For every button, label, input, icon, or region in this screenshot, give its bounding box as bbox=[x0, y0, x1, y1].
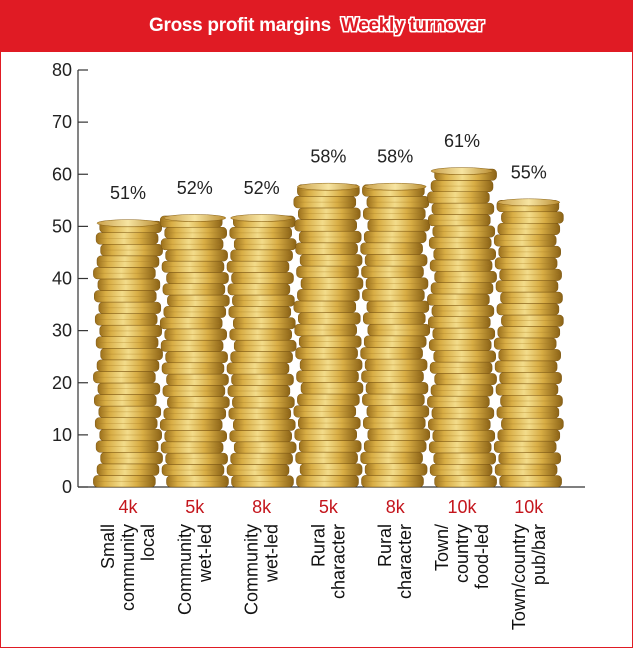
turnover-label: 8k bbox=[252, 497, 272, 517]
coin-top bbox=[230, 214, 293, 222]
coin-stack-bar bbox=[360, 182, 431, 488]
value-label: 52% bbox=[244, 178, 280, 198]
category-label: Small community local bbox=[98, 524, 158, 611]
turnover-label: 8k bbox=[386, 497, 406, 517]
coin-stack-bar bbox=[93, 219, 163, 488]
y-tick-label: 30 bbox=[52, 321, 72, 341]
coin-top bbox=[163, 214, 227, 222]
category-label-line: character bbox=[395, 524, 415, 599]
value-label: 55% bbox=[511, 162, 547, 182]
category-label-line: food-led bbox=[472, 524, 492, 589]
category-label-line: Small bbox=[98, 524, 118, 569]
category-label-line: Community bbox=[242, 524, 262, 615]
value-label: 61% bbox=[444, 131, 480, 151]
category-label: Community wet-led bbox=[175, 524, 215, 615]
category-label-line: community bbox=[118, 524, 138, 611]
coin-top bbox=[297, 182, 360, 191]
category-label-line: wet-led bbox=[262, 524, 282, 583]
chart-title: Gross profit margins Weekly turnover bbox=[0, 0, 633, 52]
category-label: Town/country pub/bar bbox=[509, 524, 549, 630]
turnover-label: 10k bbox=[514, 497, 544, 517]
coin-stack-bar bbox=[226, 214, 297, 488]
category-label-line: Town/country bbox=[509, 524, 529, 630]
coin-top bbox=[96, 219, 160, 227]
category-label-line: Town/ bbox=[432, 524, 452, 571]
category-label: Rural character bbox=[308, 524, 348, 599]
category-label: Community wet-led bbox=[242, 524, 282, 615]
category-label-line: country bbox=[452, 524, 472, 583]
coin-stack-bar bbox=[293, 182, 364, 488]
chart-header bbox=[0, 0, 633, 52]
y-tick-label: 40 bbox=[52, 269, 72, 289]
category-label-line: wet-led bbox=[195, 524, 215, 583]
category-label-line: local bbox=[138, 524, 158, 561]
title-gross-profit: Gross profit margins bbox=[149, 15, 331, 36]
category-label-line: Community bbox=[175, 524, 195, 615]
coin-top bbox=[430, 167, 494, 175]
y-tick-label: 0 bbox=[62, 477, 72, 497]
value-label: 58% bbox=[377, 147, 413, 167]
turnover-label: 4k bbox=[118, 497, 138, 517]
category-label: Town/country food-led bbox=[432, 524, 492, 589]
y-tick-label: 70 bbox=[52, 112, 72, 132]
coin-top bbox=[363, 182, 427, 191]
category-label-line: Rural bbox=[308, 524, 328, 567]
y-tick-label: 80 bbox=[52, 60, 72, 80]
value-label: 51% bbox=[110, 183, 146, 203]
coin-stack-bar bbox=[159, 214, 230, 488]
y-tick-label: 20 bbox=[52, 373, 72, 393]
turnover-label: 5k bbox=[319, 497, 339, 517]
category-label-line: Rural bbox=[375, 524, 395, 567]
coin-stack-bar bbox=[427, 167, 497, 488]
category-label: Rural character bbox=[375, 524, 415, 599]
turnover-label: 10k bbox=[447, 497, 477, 517]
value-label: 58% bbox=[310, 147, 346, 167]
coin-stack-bar bbox=[493, 198, 564, 488]
category-label-line: character bbox=[328, 524, 348, 599]
y-tick-label: 50 bbox=[52, 216, 72, 236]
category-label-line: pub/bar bbox=[529, 524, 549, 585]
coin-top bbox=[497, 198, 561, 207]
y-tick-label: 60 bbox=[52, 164, 72, 184]
title-weekly-turnover: Weekly turnover bbox=[340, 15, 484, 36]
turnover-label: 5k bbox=[185, 497, 205, 517]
value-label: 52% bbox=[177, 178, 213, 198]
y-tick-label: 10 bbox=[52, 425, 72, 445]
